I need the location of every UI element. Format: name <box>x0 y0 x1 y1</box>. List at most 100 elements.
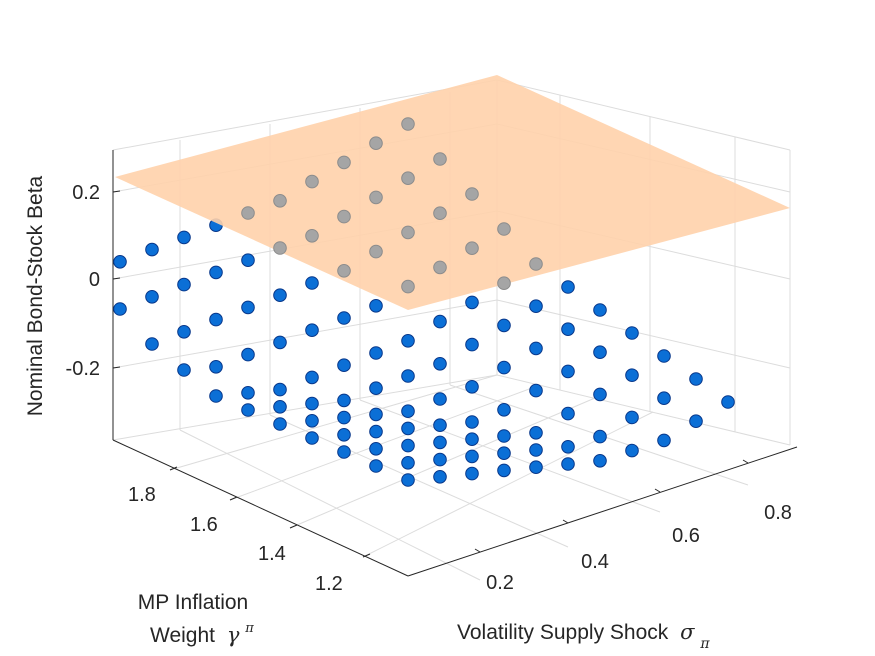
y-tick-2 <box>289 524 298 529</box>
data-point <box>433 206 447 220</box>
x-tick-label-3: 0.6 <box>672 525 700 547</box>
data-point <box>465 295 479 310</box>
data-point <box>529 257 543 271</box>
data-point <box>401 438 415 453</box>
data-point <box>497 429 511 443</box>
y-tick-3 <box>229 496 238 501</box>
data-point <box>337 311 351 325</box>
data-point <box>401 279 415 294</box>
data-point <box>465 337 479 352</box>
grid-x-1 <box>179 429 481 581</box>
z-tick-label-3: -0.2 <box>66 358 100 380</box>
data-point <box>721 395 735 409</box>
grid-back-top-edge <box>112 79 498 151</box>
data-point <box>529 383 543 398</box>
data-point <box>497 276 511 291</box>
data-point <box>305 396 319 411</box>
y-tick-label-4: 1.8 <box>128 484 156 506</box>
data-point <box>401 334 415 348</box>
data-point <box>433 392 447 406</box>
data-point <box>305 174 319 189</box>
data-point <box>401 421 415 436</box>
data-point <box>369 136 383 150</box>
data-point <box>625 368 639 383</box>
grid-y-4 <box>169 374 498 471</box>
data-point <box>337 358 351 373</box>
x-axis-symbol: σ <box>680 620 695 644</box>
data-point <box>241 386 255 400</box>
data-point <box>369 381 383 396</box>
data-point <box>497 403 511 417</box>
data-point <box>401 369 415 383</box>
z-tick-label-1: 0.2 <box>72 182 100 204</box>
data-point <box>465 380 479 394</box>
data-point <box>337 155 351 170</box>
data-point <box>433 314 447 329</box>
data-point <box>497 222 511 236</box>
data-point <box>401 473 415 487</box>
data-point <box>369 424 383 439</box>
data-point <box>337 393 351 408</box>
y-axis-title-line2: Weight γ π <box>150 621 254 647</box>
data-point <box>209 360 223 374</box>
data-point <box>145 290 159 304</box>
x-axis-line <box>407 446 798 577</box>
data-point <box>529 341 543 356</box>
x-tick-1 <box>474 548 481 553</box>
data-point <box>433 357 447 371</box>
data-point <box>337 428 351 442</box>
x-axis-title-text: Volatility Supply Shock <box>457 621 669 644</box>
data-point <box>465 415 479 429</box>
grid-back-floor-edge <box>112 374 498 441</box>
data-point <box>177 277 191 292</box>
z-tick-2 <box>112 277 121 280</box>
data-point <box>177 325 191 339</box>
x-tick-label-2: 0.4 <box>581 551 609 573</box>
y-axis-title-word: Weight <box>150 624 215 647</box>
data-point <box>561 364 575 379</box>
data-point <box>593 454 607 468</box>
x-tick-labels: 0.2 0.4 0.6 0.8 <box>486 502 792 594</box>
y-tick-labels: 1.2 1.4 1.6 1.8 <box>128 484 343 595</box>
data-point <box>689 372 703 386</box>
data-point <box>465 187 479 201</box>
data-point <box>593 429 607 444</box>
x-tick-3 <box>654 488 661 493</box>
data-point <box>369 459 383 473</box>
grid-right-floor-edge <box>496 374 791 446</box>
data-point <box>369 346 383 360</box>
data-point <box>465 241 479 255</box>
data-point <box>401 404 415 419</box>
data-point <box>177 230 191 245</box>
data-point <box>465 466 479 481</box>
x-tick-4 <box>742 459 749 464</box>
y-tick-label-2: 1.4 <box>258 543 286 565</box>
data-point <box>369 190 383 205</box>
data-point <box>177 363 191 377</box>
z-tick-labels: 0.2 0 -0.2 <box>66 182 100 380</box>
data-point <box>529 460 543 475</box>
data-point <box>401 171 415 185</box>
data-point <box>305 276 319 290</box>
z-tick-1 <box>112 190 121 193</box>
data-point <box>657 349 671 363</box>
grid-right-top-edge <box>496 79 791 151</box>
z-axis-title: Nominal Bond-Stock Beta <box>24 175 47 416</box>
points-below-plane <box>113 218 735 487</box>
data-point <box>305 431 319 445</box>
y-axis-symbol: γ <box>227 623 240 647</box>
data-point <box>369 299 383 313</box>
data-point <box>273 382 287 397</box>
data-point <box>529 426 543 440</box>
x-tick-label-1: 0.2 <box>486 572 514 594</box>
axes <box>112 150 798 577</box>
data-point <box>401 456 415 470</box>
data-point <box>625 443 639 458</box>
data-point <box>625 326 639 340</box>
data-point <box>305 414 319 428</box>
data-point <box>241 300 255 315</box>
data-point <box>241 403 255 417</box>
data-point <box>593 387 607 402</box>
data-point <box>401 117 415 131</box>
